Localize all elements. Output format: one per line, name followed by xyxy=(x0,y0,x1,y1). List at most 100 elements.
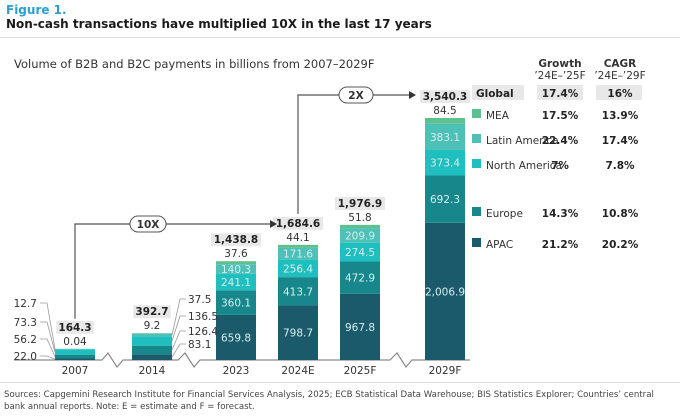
legend-swatch-apac xyxy=(472,238,481,247)
bar-segment-europe xyxy=(132,345,172,355)
bar-segment-latin-america xyxy=(278,247,318,260)
growth-value: 22.4% xyxy=(542,135,579,147)
total-box xyxy=(272,216,324,230)
data-label: 73.3 xyxy=(14,317,37,329)
bar-segment-europe xyxy=(340,261,380,294)
bar-segment-north-america xyxy=(55,349,95,355)
total-box xyxy=(133,305,171,319)
data-label-mea: 37.6 xyxy=(224,248,248,260)
cagr-value: 20.2% xyxy=(602,239,639,251)
legend-swatch-north-america xyxy=(472,159,481,168)
x-tick-label: 2007 xyxy=(62,365,89,377)
global-label-box xyxy=(472,85,524,100)
figure-label: Figure 1. xyxy=(6,3,67,17)
legend-swatch-latin-america xyxy=(472,134,481,143)
table-region-label: Global xyxy=(476,88,514,100)
leader-line xyxy=(40,302,56,350)
data-label: 22.0 xyxy=(14,351,37,363)
data-label-mea: 9.2 xyxy=(144,320,161,332)
leader-line xyxy=(171,330,186,351)
bar-segment-latin-america xyxy=(216,264,256,274)
data-label: 136.5 xyxy=(188,311,218,323)
x-tick-label: 2024E xyxy=(281,365,314,377)
leader-line xyxy=(40,321,56,353)
bar-segment-latin-america xyxy=(132,333,172,337)
leader-line xyxy=(40,355,56,360)
legend-swatch-mea xyxy=(472,109,481,118)
cagr-header: CAGR xyxy=(604,58,637,70)
growth-value: 17.4% xyxy=(542,88,579,100)
chart-title: Volume of B2B and B2C payments in billio… xyxy=(14,57,375,71)
growth-value: 17.5% xyxy=(542,110,579,122)
x-tick-label: 2023 xyxy=(223,365,250,377)
total-label: 164.3 xyxy=(58,322,91,334)
total-label: 3,540.3 xyxy=(423,91,468,103)
divider xyxy=(0,382,680,383)
bar-segment-europe xyxy=(55,354,95,359)
leader-line xyxy=(171,343,186,358)
leader-line xyxy=(40,338,56,357)
data-label: 274.5 xyxy=(345,247,375,259)
bar-segment-latin-america xyxy=(425,123,465,150)
data-label: 241.1 xyxy=(221,277,251,289)
bar-segment-apac xyxy=(132,354,172,360)
data-label: 140.3 xyxy=(221,264,251,276)
annotation-line-10x xyxy=(74,223,270,319)
total-box xyxy=(334,196,386,210)
bar-segment-mea xyxy=(425,118,465,124)
leader-line xyxy=(171,298,186,336)
bar-segment-mea xyxy=(132,333,172,334)
data-label-mea: 44.1 xyxy=(286,232,309,244)
data-label: 171.6 xyxy=(283,249,313,261)
cagr-value: 16% xyxy=(607,88,633,100)
annotation-pill-10x xyxy=(129,215,167,233)
data-label: 692.3 xyxy=(430,194,460,206)
legend-label: North America xyxy=(486,160,562,172)
data-label: 2,006.9 xyxy=(425,286,465,298)
x-tick-label: 2029F xyxy=(429,365,462,377)
data-label: 360.1 xyxy=(221,298,251,310)
bar-segment-north-america xyxy=(425,149,465,176)
bar-segment-apac xyxy=(425,222,465,360)
divider xyxy=(0,37,680,38)
bar-segment-europe xyxy=(216,290,256,315)
data-label: 373.4 xyxy=(430,158,460,170)
cagr-header-period: ’24E–’29F xyxy=(594,70,645,82)
bar-segment-latin-america xyxy=(55,348,95,350)
growth-value: 7% xyxy=(551,160,569,172)
total-label: 1,976.9 xyxy=(338,198,383,210)
data-label: 12.7 xyxy=(14,298,37,310)
data-label: 56.2 xyxy=(14,334,37,346)
annotation-label-10x: 10X xyxy=(137,219,160,231)
bar-segment-mea xyxy=(340,224,380,229)
arrow-head xyxy=(409,91,416,99)
cagr-value: 17.4% xyxy=(602,135,639,147)
data-label-mea: 0.04 xyxy=(63,336,87,348)
total-label: 1,684.6 xyxy=(276,218,321,230)
data-label: 659.8 xyxy=(221,332,251,344)
bar-segment-europe xyxy=(425,175,465,223)
cagr-value: 10.8% xyxy=(602,208,639,220)
arrow-head xyxy=(270,220,277,228)
bar-segment-apac xyxy=(55,358,95,360)
x-tick-label: 2014 xyxy=(139,365,166,377)
data-label: 83.1 xyxy=(188,339,211,351)
global-growth-box xyxy=(537,85,583,100)
x-tick-label: 2025F xyxy=(344,365,377,377)
bar-segment-north-america xyxy=(278,259,318,278)
total-box xyxy=(56,320,94,334)
bar-segment-north-america xyxy=(340,242,380,262)
bar-segment-mea xyxy=(278,244,318,248)
legend-swatch-europe xyxy=(472,207,481,216)
bar-segment-apac xyxy=(216,314,256,360)
legend-label: APAC xyxy=(486,239,513,251)
annotation-pill-2x xyxy=(338,86,374,104)
legend-label: Latin America xyxy=(486,135,559,147)
annotation-label-2x: 2X xyxy=(348,90,363,102)
bar-segment-north-america xyxy=(132,336,172,346)
legend-label: MEA xyxy=(486,110,510,122)
bar-segment-mea xyxy=(216,261,256,265)
growth-header-period: ’24E–’25F xyxy=(534,70,585,82)
total-label: 392.7 xyxy=(135,306,168,318)
